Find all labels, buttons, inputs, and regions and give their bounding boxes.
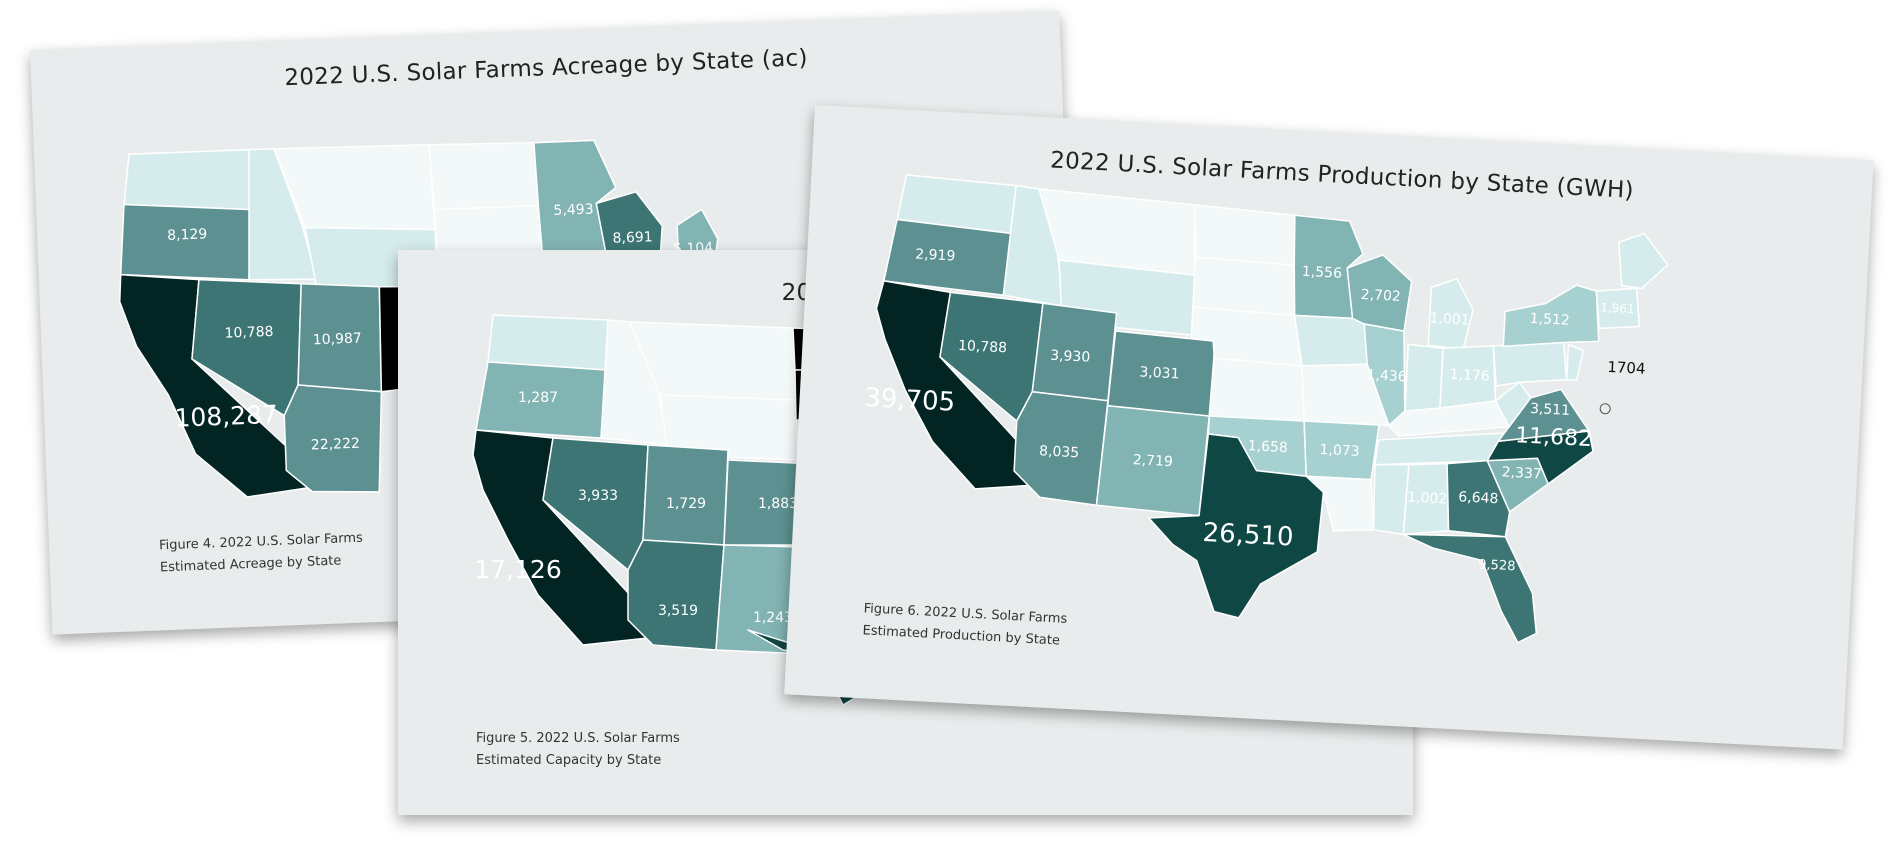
- state-michigan: [1427, 278, 1474, 351]
- state-maine: [1618, 232, 1669, 290]
- state-georgia: [1446, 459, 1511, 538]
- map-value-label: 10,987: [313, 330, 363, 348]
- map-value-label: 1,073: [1319, 442, 1360, 460]
- map-value-label: 39,705: [863, 383, 955, 418]
- map-value-label: 1,658: [1247, 438, 1288, 456]
- state-utah: [642, 444, 729, 546]
- map-value-label: 3,511: [1530, 401, 1571, 419]
- state-south-dakota: [1192, 256, 1296, 317]
- map-value-label: 1,961: [1600, 300, 1635, 316]
- map-value-label: 2,702: [1360, 287, 1401, 305]
- state-iowa: [1293, 314, 1368, 367]
- map-value-label: 26,510: [1202, 518, 1294, 553]
- map-value-label: 2,337: [1501, 464, 1542, 482]
- map-value-label: 3,031: [1139, 364, 1180, 382]
- map-value-label: 1,243: [753, 610, 793, 626]
- map-value-label: 8,691: [612, 229, 653, 247]
- map-value-label: 1,176: [1449, 367, 1490, 385]
- map-value-label: 11,682: [1515, 423, 1593, 452]
- capacity-caption-line1: Figure 5. 2022 U.S. Solar Farms: [476, 731, 680, 746]
- map-value-label: 1704: [1607, 358, 1646, 378]
- map-value-label: 1,002: [1407, 490, 1448, 508]
- map-value-label: 10,788: [224, 324, 274, 342]
- map-value-label: 22,222: [311, 436, 361, 454]
- state-arizona: [1013, 391, 1109, 507]
- map-value-label: 8,129: [167, 226, 208, 244]
- map-value-label: 1,287: [518, 390, 558, 406]
- state-washington: [487, 314, 609, 371]
- state-west-virginia: [1494, 381, 1532, 428]
- map-value-label: 5,493: [553, 201, 594, 219]
- acreage-caption: Figure 4. 2022 U.S. Solar Farms Estimate…: [159, 528, 364, 580]
- state-kansas: [1208, 357, 1305, 422]
- map-value-label: 108,287: [174, 400, 278, 433]
- state-indiana: [1404, 343, 1444, 413]
- production-map-svg: 2,919 10,788 3,930 3,031 39,705 8,035 2,…: [863, 174, 1669, 644]
- map-value-label: 9,528: [1478, 557, 1516, 574]
- map-value-label: 2,719: [1132, 452, 1173, 470]
- production-map-card: 2022 U.S. Solar Farms Production by Stat…: [784, 105, 1874, 750]
- map-value-label: 1,512: [1529, 311, 1570, 329]
- capacity-caption: Figure 5. 2022 U.S. Solar Farms Estimate…: [476, 728, 680, 772]
- state-texas: [1148, 433, 1325, 619]
- map-value-label: 1,729: [666, 496, 706, 512]
- state-florida: [1402, 533, 1538, 644]
- map-value-label: 1,001: [1429, 310, 1470, 328]
- acreage-value-labels: 8,129 10,788 10,987 108,287 22,222 5,493…: [167, 201, 714, 454]
- map-value-label: 1,556: [1301, 264, 1342, 282]
- capacity-caption-line2: Estimated Capacity by State: [476, 753, 662, 768]
- state-mississippi: [1372, 463, 1410, 536]
- map-value-label: 17,126: [474, 555, 561, 584]
- map-value-label: 1,883: [758, 496, 798, 512]
- map-value-label: 8,035: [1039, 443, 1080, 461]
- map-value-label: 2,919: [915, 246, 956, 264]
- state-arizona: [627, 539, 725, 651]
- map-value-label: 6,648: [1458, 489, 1499, 507]
- map-value-label: 3,933: [578, 488, 618, 504]
- map-value-label: 1,436: [1366, 367, 1407, 385]
- state-north-dakota: [428, 141, 540, 211]
- map-value-label: 3,930: [1050, 348, 1091, 366]
- dc-marker-icon: [1599, 403, 1611, 415]
- map-value-label: 10,788: [958, 338, 1008, 357]
- state-louisiana: [1305, 475, 1375, 532]
- map-value-label: 3,519: [658, 603, 698, 619]
- state-new-york: [1502, 284, 1600, 348]
- state-north-dakota: [1194, 204, 1296, 267]
- state-new-jersey: [1565, 344, 1584, 381]
- state-new-england: [1595, 287, 1641, 330]
